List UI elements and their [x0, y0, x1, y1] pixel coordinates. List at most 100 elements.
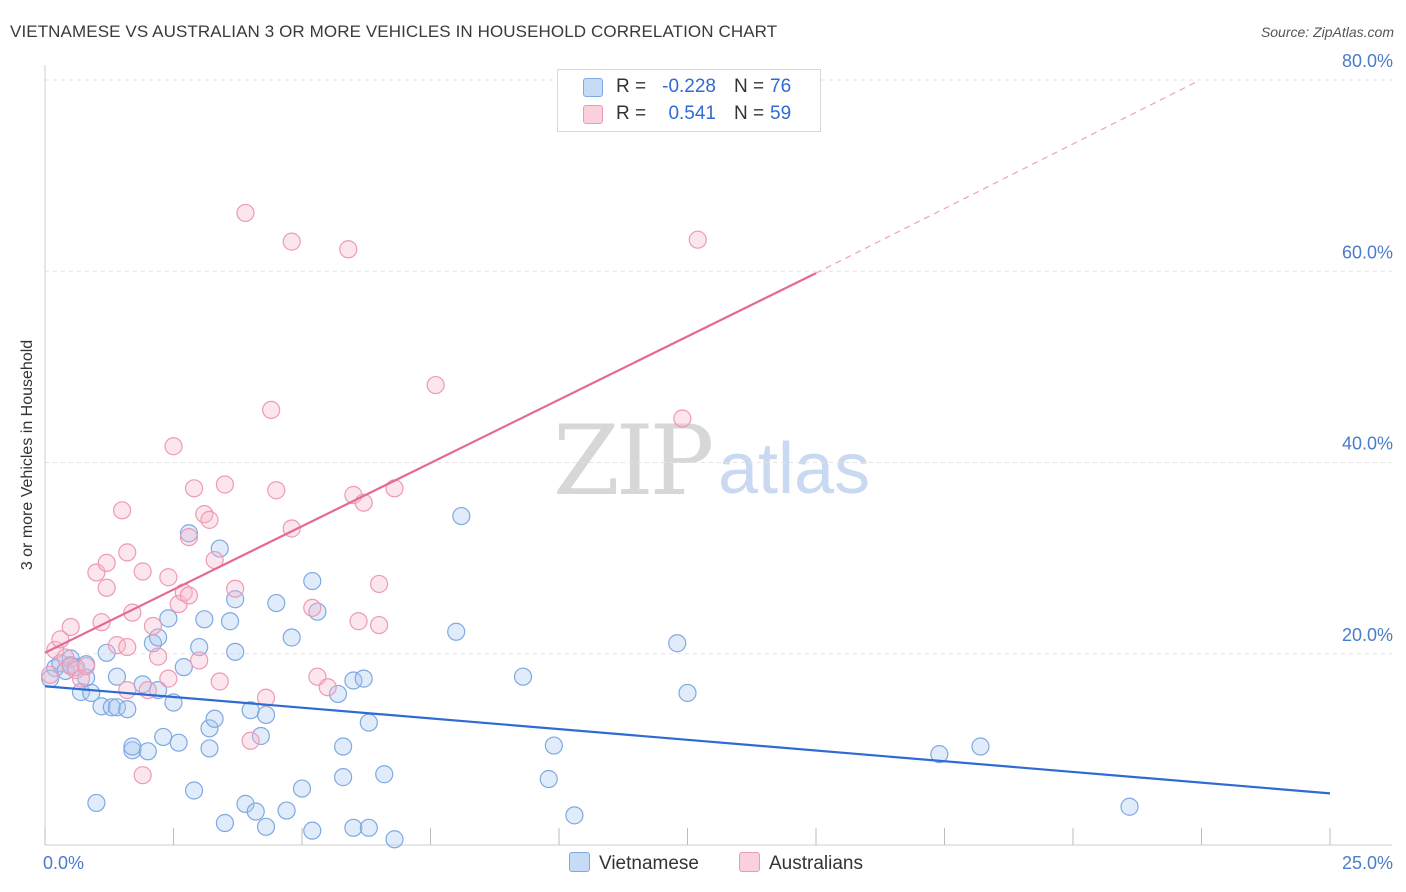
point-vietnamese — [971, 737, 990, 756]
point-australians — [282, 232, 301, 251]
point-vietnamese — [123, 741, 142, 760]
point-vietnamese — [174, 658, 193, 677]
point-australians — [112, 501, 132, 520]
point-australians — [97, 553, 116, 573]
point-australians — [318, 678, 337, 697]
point-vietnamese — [184, 781, 204, 800]
point-australians — [256, 688, 276, 707]
bottom-legend-label-australians: Australians — [769, 853, 863, 874]
legend-row-australians: R = 0.541 N = 59 — [558, 101, 820, 127]
point-vietnamese — [282, 628, 301, 647]
point-australians — [190, 651, 209, 670]
trendline-australians-extension — [815, 81, 1197, 274]
point-vietnamese — [452, 506, 471, 526]
point-vietnamese — [565, 806, 584, 825]
point-australians — [236, 203, 255, 223]
point-vietnamese — [303, 821, 322, 840]
point-vietnamese — [513, 667, 533, 686]
point-australians — [267, 481, 286, 500]
point-australians — [133, 766, 152, 785]
point-vietnamese — [215, 813, 234, 833]
point-australians — [210, 672, 229, 691]
trendline-australians — [44, 272, 817, 654]
point-australians — [195, 505, 214, 524]
legend-r-value: -0.228 — [662, 76, 716, 97]
point-vietnamese — [359, 713, 378, 732]
point-australians — [143, 616, 163, 636]
point-vietnamese — [385, 830, 404, 849]
point-vietnamese — [179, 524, 199, 543]
point-vietnamese — [138, 742, 157, 761]
point-australians — [303, 598, 322, 617]
bottom-legend-swatch-vietnamese — [569, 852, 590, 872]
point-australians — [426, 375, 445, 395]
point-vietnamese — [220, 612, 240, 631]
point-vietnamese — [200, 739, 219, 758]
point-vietnamese — [303, 571, 322, 591]
bottom-legend-australians: Australians — [739, 852, 863, 875]
point-australians — [339, 240, 358, 259]
x-tick-label: 0.0% — [43, 853, 84, 873]
point-vietnamese — [375, 765, 394, 784]
bottom-legend-vietnamese: Vietnamese — [569, 852, 699, 875]
legend-swatch-vietnamese — [583, 78, 603, 97]
legend-n-value: 59 — [770, 103, 792, 124]
point-vietnamese — [97, 643, 116, 662]
legend-r-label: R = — [616, 103, 647, 124]
point-australians — [41, 665, 60, 684]
point-vietnamese — [200, 719, 219, 738]
point-australians — [370, 574, 389, 594]
point-vietnamese — [334, 768, 353, 787]
point-vietnamese — [190, 637, 209, 657]
point-vietnamese — [87, 793, 106, 813]
point-vietnamese — [354, 669, 373, 688]
y-tick-label: 40.0% — [1342, 434, 1393, 454]
point-vietnamese — [277, 801, 296, 820]
point-vietnamese — [107, 667, 127, 686]
point-australians — [262, 400, 281, 420]
point-vietnamese — [148, 628, 168, 647]
point-vietnamese — [118, 700, 137, 719]
point-vietnamese — [226, 642, 245, 661]
point-australians — [118, 637, 137, 657]
point-vietnamese — [328, 684, 348, 704]
point-australians — [385, 479, 404, 498]
point-australians — [215, 475, 234, 494]
legend-r-label: R = — [616, 76, 647, 97]
point-australians — [159, 568, 178, 587]
legend-n-label: N = — [734, 76, 765, 97]
x-tick-label: 25.0% — [1342, 853, 1393, 873]
y-tick-label: 80.0% — [1342, 51, 1393, 71]
bottom-legend-label-vietnamese: Vietnamese — [599, 853, 699, 874]
point-vietnamese — [123, 737, 142, 756]
trendline-vietnamese — [44, 685, 1331, 795]
point-vietnamese — [292, 779, 312, 798]
legend-row-vietnamese: R = -0.228 N = 76 — [558, 74, 820, 100]
point-vietnamese — [251, 726, 270, 746]
point-vietnamese — [930, 745, 949, 764]
point-australians — [61, 617, 80, 637]
point-vietnamese — [359, 818, 378, 837]
point-australians — [349, 612, 368, 631]
point-vietnamese — [678, 683, 697, 703]
chart-title: VIETNAMESE VS AUSTRALIAN 3 OR MORE VEHIC… — [10, 22, 778, 41]
point-vietnamese — [169, 733, 188, 752]
point-vietnamese — [205, 709, 224, 728]
point-vietnamese — [102, 698, 121, 717]
point-vietnamese — [154, 727, 173, 747]
point-vietnamese — [1120, 797, 1139, 816]
point-vietnamese — [539, 769, 558, 789]
watermark-atlas: atlas — [718, 429, 871, 509]
y-tick-label: 20.0% — [1342, 625, 1393, 645]
bottom-legend-swatch-australians — [739, 852, 760, 872]
point-vietnamese — [334, 737, 353, 756]
point-australians — [179, 586, 199, 605]
point-australians — [673, 409, 692, 428]
point-australians — [56, 648, 75, 667]
point-vietnamese — [344, 818, 363, 837]
point-vietnamese — [256, 817, 276, 836]
point-vietnamese — [195, 610, 214, 629]
legend-n-label: N = — [734, 103, 765, 124]
point-vietnamese — [267, 593, 286, 613]
